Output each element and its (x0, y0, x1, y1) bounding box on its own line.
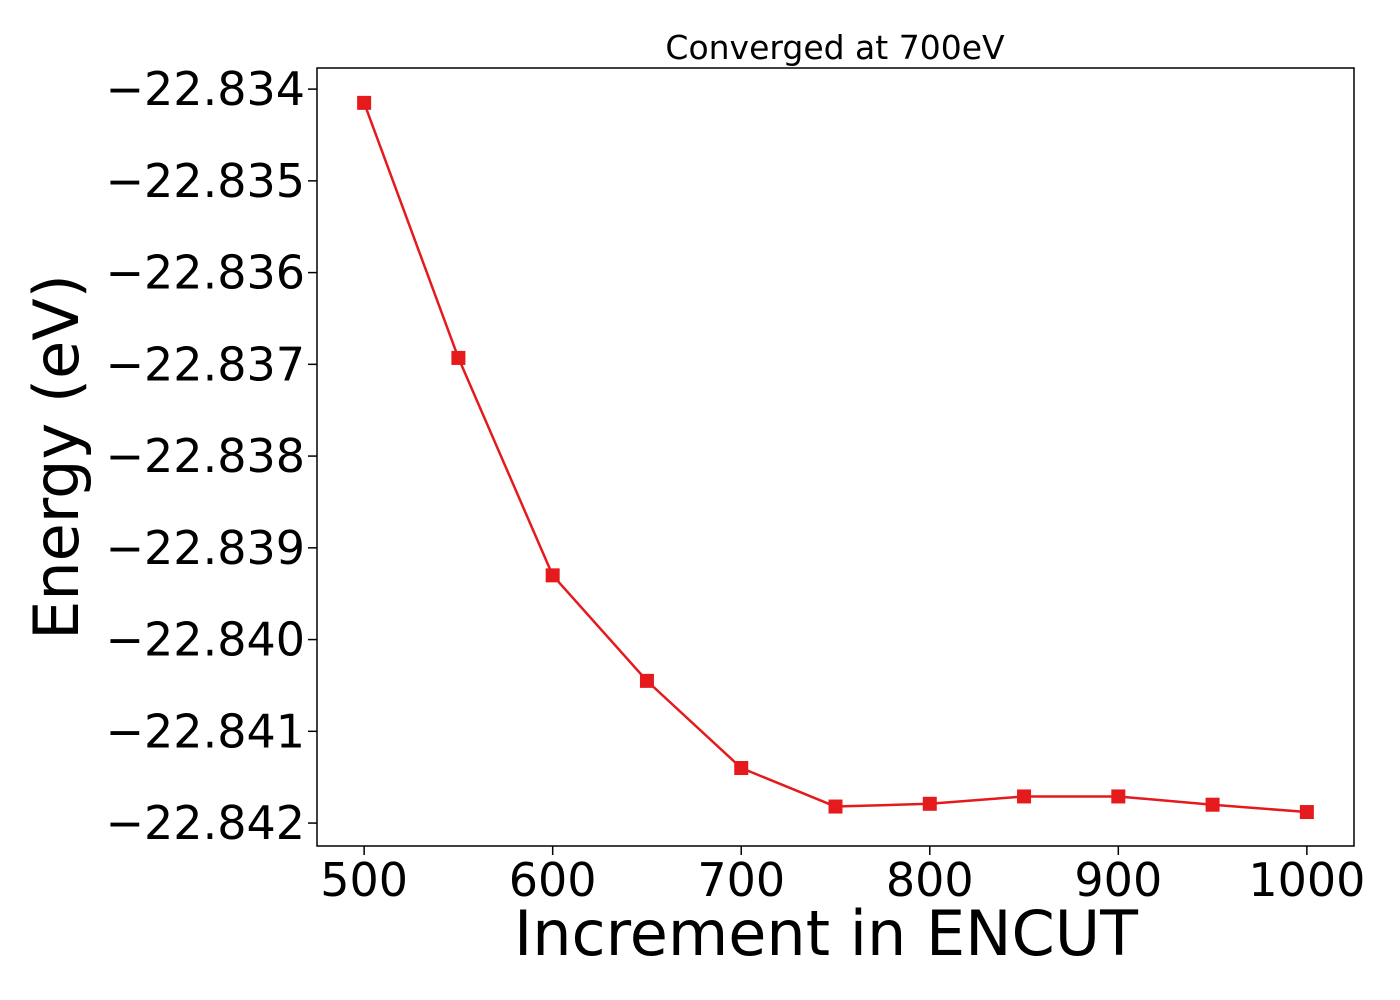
data-point-marker (828, 799, 843, 814)
data-point-marker (639, 673, 654, 688)
y-tick-label: −22.837 (106, 337, 306, 391)
data-point-marker (451, 350, 466, 365)
y-tick-label: −22.834 (106, 62, 306, 116)
x-axis-title: Increment in ENCUT (514, 897, 1139, 970)
data-point-marker (1205, 797, 1220, 812)
chart-title: Converged at 700eV (665, 28, 1005, 67)
y-tick-label: −22.838 (106, 429, 306, 483)
x-tick-label: 800 (886, 853, 974, 907)
x-tick-label: 700 (697, 853, 785, 907)
data-point-marker (545, 568, 560, 583)
data-point-marker (734, 761, 749, 776)
plot-area: 500 600 700 800 900 1000 −22.834−22.835−22.83… (106, 62, 1366, 907)
x-tick-label: 500 (320, 853, 408, 907)
y-tick-label: −22.841 (106, 704, 306, 758)
y-tick-label: −22.836 (106, 246, 306, 300)
y-axis-title: Energy (eV) (20, 274, 93, 640)
data-point-marker (357, 95, 372, 110)
data-point-marker (1017, 789, 1032, 804)
x-tick-label: 600 (509, 853, 597, 907)
y-tick-label: −22.835 (106, 154, 306, 208)
y-axis-ticks: −22.834 −22.835 −22.836 −22.837 −22.838 −22.8… (106, 62, 317, 850)
axes-frame (316, 67, 1355, 847)
data-point-marker (922, 796, 937, 811)
data-point-marker (1111, 789, 1126, 804)
x-axis-ticks: 500 600 700 800 900 1000 (320, 846, 1365, 907)
data-point-marker (1299, 805, 1314, 820)
x-tick-label: 900 (1074, 853, 1162, 907)
y-tick-label: −22.842 (106, 796, 306, 850)
y-tick-label: −22.840 (106, 613, 306, 667)
series-line (362, 102, 1307, 814)
y-tick-label: −22.839 (106, 521, 306, 575)
x-tick-label: 1000 (1248, 853, 1365, 907)
series-layer (357, 95, 1314, 820)
